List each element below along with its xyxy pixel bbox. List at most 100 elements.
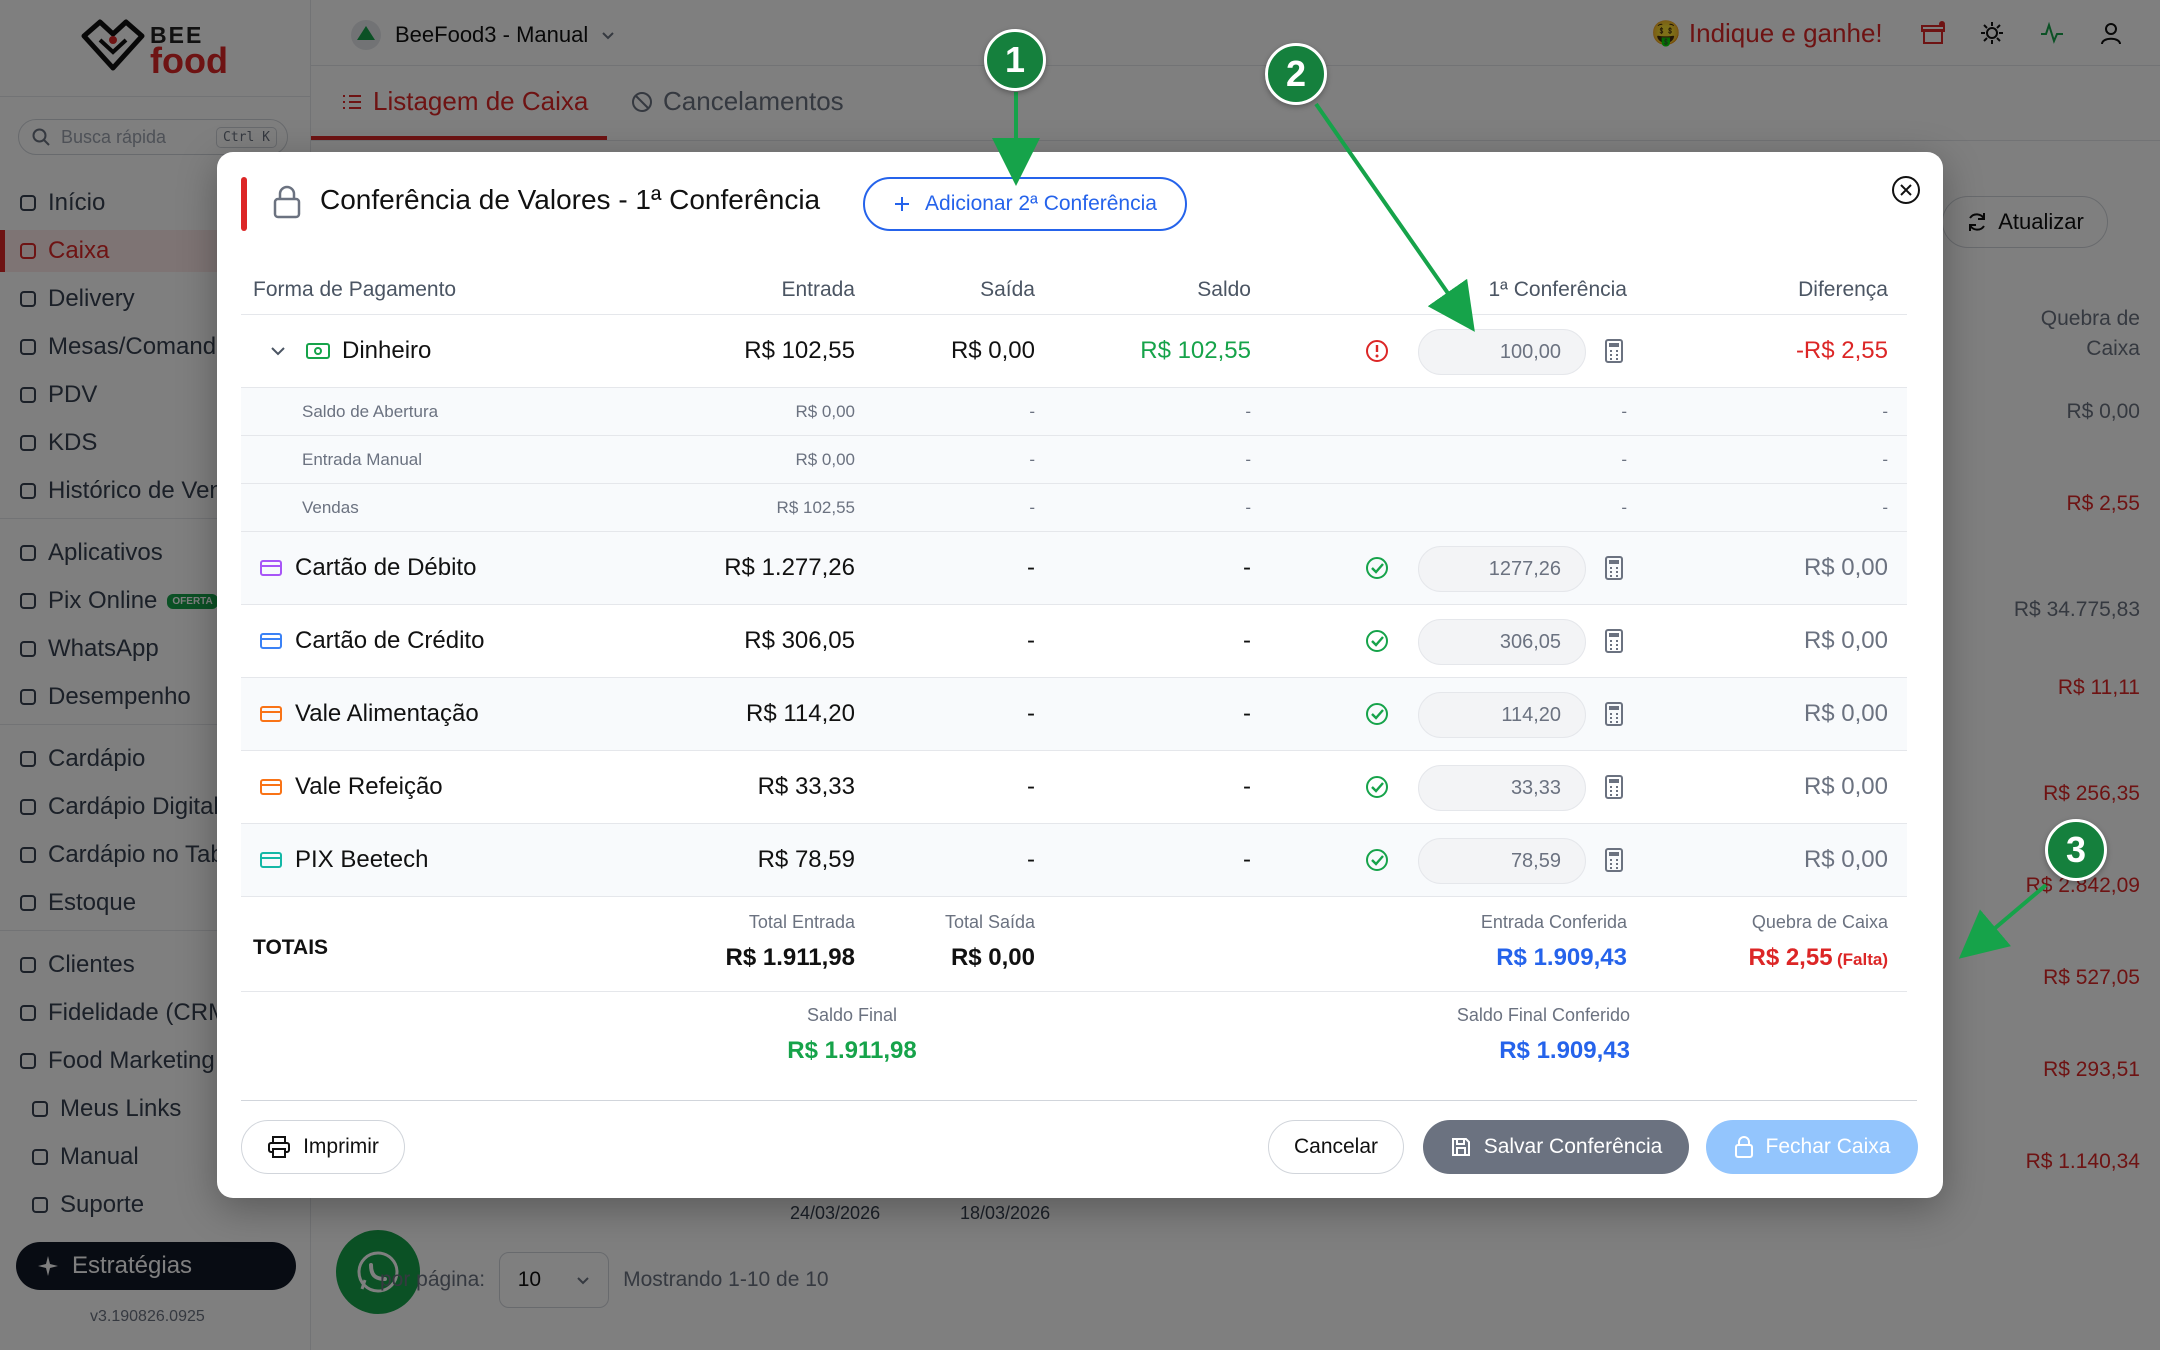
col-saldo: Saldo	[1197, 278, 1251, 301]
title-accent	[241, 177, 247, 231]
total-saida-label: Total Saída	[944, 912, 1035, 932]
checked-entrada-value: R$ 1.909,43	[1496, 944, 1627, 971]
first-check-input[interactable]: 33,33	[1418, 765, 1586, 811]
saldo-value: -	[1243, 627, 1251, 654]
saldo-value: -	[1243, 846, 1251, 873]
qrcode-icon	[260, 852, 282, 868]
col-first-check: 1ª Conferência	[1488, 278, 1627, 301]
saida-value: R$ 0,00	[950, 337, 1035, 364]
saldo-value: -	[1243, 554, 1251, 581]
close-modal-button[interactable]	[1892, 176, 1920, 204]
first-check-input[interactable]: 1277,26	[1418, 546, 1586, 592]
first-check-input[interactable]: 306,05	[1418, 619, 1586, 665]
cash-break-group: R$ 2,55 (Falta)	[1748, 944, 1888, 972]
payment-method-name: Cartão de Débito	[295, 554, 477, 581]
annotation-marker-3: 3	[2045, 819, 2107, 881]
detail-name: Vendas	[302, 498, 359, 517]
first-check-input[interactable]: 100,00	[1418, 329, 1586, 375]
final-balance-value: R$ 1.911,98	[787, 1037, 917, 1064]
entrada-value: R$ 78,59	[757, 846, 855, 873]
add-second-check-button[interactable]: Adicionar 2ª Conferência	[863, 177, 1187, 231]
table-row-payment: Vale Alimentação R$ 114,20 - - 114,20 R$ 0,00	[241, 678, 1907, 750]
first-check-input[interactable]: 78,59	[1418, 838, 1586, 884]
total-entrada-label: Total Entrada	[748, 912, 855, 932]
calculator-icon[interactable]	[1603, 338, 1625, 364]
detail-saldo: -	[1245, 450, 1251, 469]
alert-circle-icon	[1366, 340, 1388, 362]
col-entrada: Entrada	[781, 278, 855, 301]
calculator-icon[interactable]	[1603, 555, 1625, 581]
table-header: Forma de Pagamento Entrada Saída Saldo 1…	[241, 264, 1907, 318]
debit-card-icon	[260, 560, 282, 576]
totals-label: TOTAIS	[253, 936, 329, 959]
final-balance-label: Saldo Final	[806, 1005, 898, 1025]
banknote-icon	[306, 343, 330, 359]
detail-difference: -	[1882, 498, 1888, 517]
print-button[interactable]: Imprimir	[241, 1120, 405, 1174]
payment-method-name: PIX Beetech	[295, 846, 429, 873]
detail-check: -	[1621, 498, 1627, 517]
divider	[241, 531, 1907, 532]
divider	[241, 823, 1907, 824]
table-row-cash-detail: Entrada Manual R$ 0,00 - - - -	[241, 436, 1907, 484]
check-circle-icon	[1366, 557, 1388, 579]
credit-card-icon	[260, 633, 282, 649]
add-second-check-label: Adicionar 2ª Conferência	[925, 192, 1157, 215]
cancel-button[interactable]: Cancelar	[1268, 1120, 1404, 1174]
entrada-value: R$ 306,05	[744, 627, 855, 654]
detail-entrada: R$ 0,00	[795, 450, 855, 469]
table-row-payment: Vale Refeição R$ 33,33 - - 33,33 R$ 0,00	[241, 751, 1907, 823]
calculator-icon[interactable]	[1603, 774, 1625, 800]
cancel-label: Cancelar	[1293, 1135, 1379, 1158]
payment-method-name: Dinheiro	[342, 337, 432, 364]
saida-value: -	[1027, 627, 1035, 654]
detail-check: -	[1621, 450, 1627, 469]
saldo-value: R$ 102,55	[1140, 337, 1251, 364]
detail-name: Saldo de Abertura	[302, 402, 439, 421]
calculator-icon[interactable]	[1603, 701, 1625, 727]
table-row-payment: Cartão de Crédito R$ 306,05 - - 306,05 R$ 0,0…	[241, 605, 1907, 677]
save-label: Salvar Conferência	[1483, 1135, 1663, 1158]
saldo-value: -	[1243, 773, 1251, 800]
col-method: Forma de Pagamento	[253, 278, 457, 301]
detail-entrada: R$ 102,55	[776, 498, 855, 517]
save-check-button[interactable]: Salvar Conferência	[1423, 1120, 1689, 1174]
final-checked-label: Saldo Final Conferido	[1456, 1005, 1630, 1025]
detail-entrada: R$ 0,00	[795, 402, 855, 421]
check-circle-icon	[1366, 776, 1388, 798]
payment-method-name: Vale Alimentação	[295, 700, 479, 727]
divider	[241, 435, 1907, 436]
difference-value: R$ 0,00	[1803, 846, 1888, 873]
chevron-down-icon[interactable]	[269, 344, 287, 358]
divider	[241, 483, 1907, 484]
cash-break-tag: (Falta)	[1837, 950, 1888, 969]
footer-divider	[241, 1100, 1917, 1101]
difference-value: R$ 0,00	[1803, 627, 1888, 654]
detail-check: -	[1621, 402, 1627, 421]
detail-saida: -	[1029, 402, 1035, 421]
first-check-input[interactable]: 114,20	[1418, 692, 1586, 738]
divider	[241, 896, 1907, 897]
final-checked-value: R$ 1.909,43	[1499, 1037, 1630, 1064]
checked-entrada-label: Entrada Conferida	[1480, 912, 1627, 932]
check-circle-icon	[1366, 630, 1388, 652]
divider	[241, 604, 1907, 605]
cash-break-value: R$ 2,55	[1748, 944, 1833, 971]
difference-value: R$ 0,00	[1803, 773, 1888, 800]
close-register-button[interactable]: Fechar Caixa	[1706, 1120, 1918, 1174]
table-row-cash: Dinheiro R$ 102,55 R$ 0,00 R$ 102,55 100…	[241, 315, 1907, 387]
table-row-payment: Cartão de Débito R$ 1.277,26 - - 1277,26 R$ 0…	[241, 532, 1907, 604]
divider	[241, 991, 1907, 992]
annotation-marker-2: 2	[1265, 43, 1327, 105]
calculator-icon[interactable]	[1603, 628, 1625, 654]
close-icon	[1900, 184, 1912, 196]
entrada-value: R$ 33,33	[757, 773, 855, 800]
divider	[241, 387, 1907, 388]
annotation-arrow-3	[1958, 883, 2048, 959]
calculator-icon[interactable]	[1603, 847, 1625, 873]
cash-break-label: Quebra de Caixa	[1751, 912, 1888, 932]
saida-value: -	[1027, 554, 1035, 581]
col-saida: Saída	[980, 278, 1035, 301]
entrada-value: R$ 114,20	[746, 700, 855, 727]
